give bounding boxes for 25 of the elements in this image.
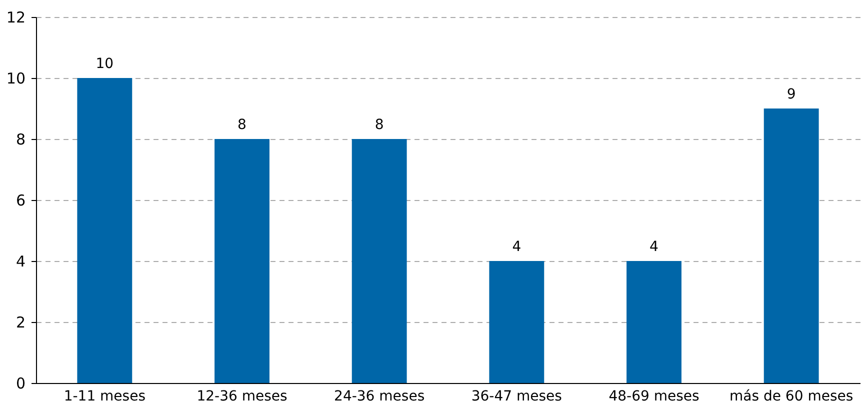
y-tick-label: 6 [16,192,26,210]
y-tick-label: 4 [16,252,26,270]
data-label: 4 [512,239,522,255]
data-label: 8 [238,117,246,133]
x-tick-label: más de 60 meses [730,388,854,404]
x-tick-label: 36-47 meses [471,388,562,404]
bar [626,261,682,383]
data-label: 9 [786,86,796,102]
bar [77,78,132,383]
bar [214,139,270,383]
x-tick-label: 48-69 meses [608,388,700,404]
x-tick-label: 24-36 meses [334,388,425,404]
y-tick-label: 12 [6,8,26,26]
y-tick-label: 8 [16,130,26,148]
x-tick-label: 1-11 meses [64,388,146,404]
y-tick-label: 2 [16,314,26,332]
data-label: 4 [650,239,659,255]
bar [489,261,544,383]
bar [764,108,819,383]
data-label: 8 [374,117,384,133]
x-tick-label: 12-36 meses [196,388,288,404]
data-label: 10 [96,56,114,72]
bar [352,139,407,383]
y-tick-label: 0 [16,374,26,392]
y-tick-label: 10 [6,70,26,88]
